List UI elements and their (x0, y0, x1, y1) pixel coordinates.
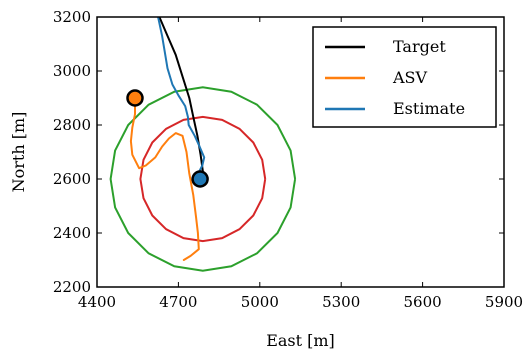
series-line-estimate (157, 17, 206, 174)
series-line-asv (129, 97, 200, 261)
range-circle-0 (139, 115, 267, 243)
y-tick-label: 2200 (53, 278, 91, 296)
y-axis-label: North [m] (9, 112, 28, 193)
y-tick-label: 3000 (53, 62, 91, 80)
x-tick-label: 5300 (322, 293, 360, 311)
x-tick-label: 5000 (241, 293, 279, 311)
series-line-target (158, 17, 204, 178)
range-circle-1 (109, 86, 297, 272)
position-marker-1 (191, 170, 209, 188)
x-axis-label: East [m] (266, 331, 335, 350)
x-tick-label: 5600 (404, 293, 442, 311)
x-tick-label: 4700 (159, 293, 197, 311)
plot-area (109, 17, 297, 272)
position-marker-0 (126, 89, 144, 107)
y-tick-label: 3200 (53, 8, 91, 26)
legend: Target ASV Estimate (312, 26, 497, 128)
axes-frame (96, 16, 505, 288)
y-tick-label: 2400 (53, 224, 91, 242)
x-tick-label: 4400 (78, 293, 116, 311)
y-tick-label: 2600 (53, 170, 91, 188)
x-tick-label: 5900 (485, 293, 523, 311)
legend-label-estimate: Estimate (393, 99, 465, 118)
y-tick-label: 2800 (53, 116, 91, 134)
legend-label-target: Target (393, 37, 446, 56)
legend-label-asv: ASV (392, 68, 428, 87)
ticks: 4400 4700 5000 5300 5600 5900 2200 2400 2600 2800… (53, 8, 523, 311)
